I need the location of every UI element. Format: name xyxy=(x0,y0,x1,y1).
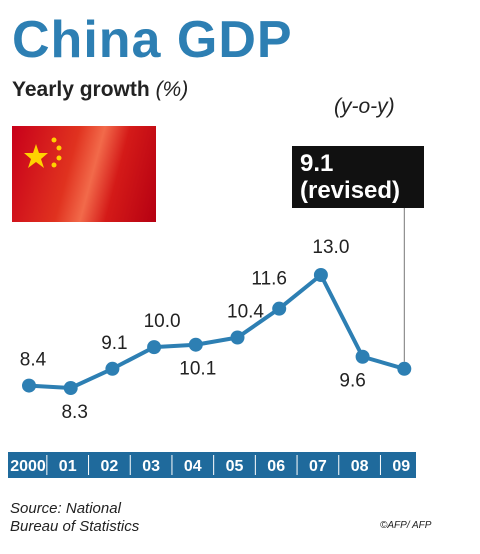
data-label: 8.3 xyxy=(61,402,87,423)
flag-small-star xyxy=(51,137,57,143)
data-point xyxy=(272,301,287,316)
subtitle-unit: (%) xyxy=(155,78,189,101)
data-point xyxy=(63,381,78,395)
x-tick-label: 04 xyxy=(184,458,202,475)
data-point xyxy=(230,330,245,345)
x-axis-band xyxy=(8,452,416,478)
data-point xyxy=(313,268,328,282)
x-tick-label: 02 xyxy=(101,458,119,475)
x-tick-label: 01 xyxy=(59,458,77,475)
callout-value: 9.1 xyxy=(300,150,334,177)
credit-text: ©AFP/ AFP xyxy=(380,520,432,531)
data-point xyxy=(397,361,412,376)
revised-callout: 9.1 (revised) xyxy=(292,146,424,208)
source-line-2: Bureau of Statistics xyxy=(10,518,140,535)
flag-small-star xyxy=(56,145,62,151)
source-note: Source: National Bureau of Statistics xyxy=(10,500,139,536)
x-axis: 2000 01 02 03 04 05 06 07 08 09 xyxy=(8,452,416,478)
yoy-label: (y-o-y) xyxy=(334,95,395,118)
data-label: 9.6 xyxy=(339,371,365,392)
series-group xyxy=(22,268,412,395)
source-line-1: Source: National xyxy=(10,500,121,517)
data-label: 8.4 xyxy=(20,350,47,371)
subtitle-text: Yearly growth xyxy=(12,78,150,101)
x-tick-label: 2000 xyxy=(10,458,46,475)
flag-stars xyxy=(24,137,62,168)
series-line xyxy=(28,273,405,390)
data-label: 10.1 xyxy=(179,359,216,380)
data-point xyxy=(188,337,203,352)
data-label: 10.0 xyxy=(144,311,181,332)
data-label: 13.0 xyxy=(312,237,349,258)
x-tick-label: 05 xyxy=(226,458,244,475)
data-point xyxy=(105,361,120,376)
data-labels: 8.4 8.3 9.1 10.0 10.1 10.4 11.6 13.0 9.6 xyxy=(20,237,366,423)
data-point xyxy=(147,340,162,355)
data-label: 10.4 xyxy=(227,302,264,323)
x-tick-label: 08 xyxy=(351,458,369,475)
data-point xyxy=(355,349,370,364)
callout-note: (revised) xyxy=(300,177,401,204)
x-tick-label: 03 xyxy=(142,458,160,475)
flag-small-star xyxy=(56,155,62,161)
data-label: 11.6 xyxy=(251,269,287,290)
data-point xyxy=(22,378,36,393)
x-tick-label: 09 xyxy=(392,458,410,475)
flag-large-star xyxy=(24,144,48,168)
china-flag-icon xyxy=(12,126,156,222)
chart-subtitle: Yearly growth (%) xyxy=(12,78,188,102)
chart-title: China GDP xyxy=(12,11,293,69)
data-label: 9.1 xyxy=(101,333,127,354)
x-tick-label: 07 xyxy=(309,458,327,475)
x-tick-label: 06 xyxy=(267,458,285,475)
flag-small-star xyxy=(51,162,57,168)
